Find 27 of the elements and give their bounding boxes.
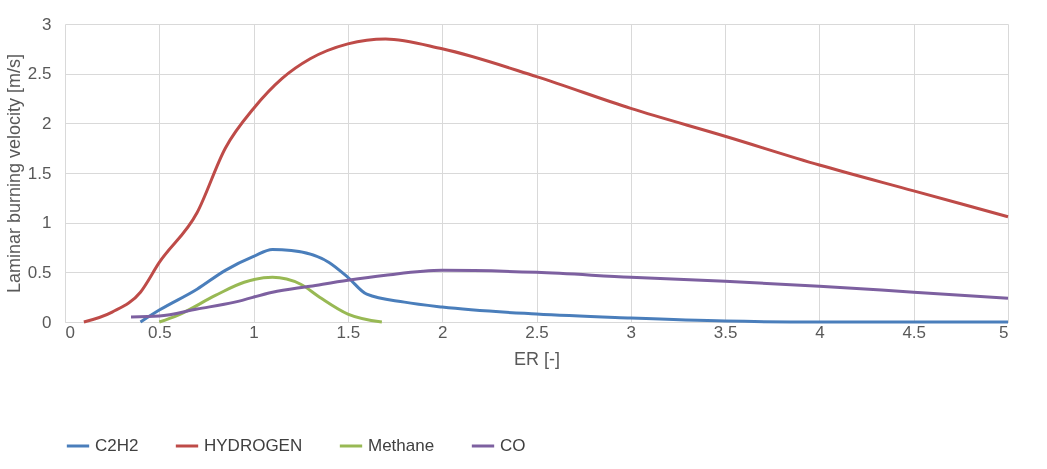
y-tick-label: 1 xyxy=(42,213,52,233)
legend-label: HYDROGEN xyxy=(204,436,303,455)
line-series xyxy=(157,275,384,324)
x-tick-label: 0 xyxy=(65,322,75,342)
x-tick-label: 5 xyxy=(999,322,1009,342)
x-tick-label: 4.5 xyxy=(902,322,927,342)
x-tick-label: 1 xyxy=(249,322,259,342)
x-tick-label: 0.5 xyxy=(147,322,172,342)
x-tick-label: 2 xyxy=(437,322,448,342)
x-tick-label: 1.5 xyxy=(336,322,361,342)
y-tick-label: 2 xyxy=(42,113,52,133)
y-tick-label: 3 xyxy=(42,14,52,34)
y-tick-label: 0.5 xyxy=(27,262,52,282)
x-axis-title: ER [-] xyxy=(513,348,561,369)
y-tick-label: 2.5 xyxy=(27,64,52,84)
x-tick-label: 3 xyxy=(626,322,637,342)
x-tick-label: 3.5 xyxy=(713,322,738,342)
y-tick-label: 1.5 xyxy=(27,163,52,183)
line-series xyxy=(138,247,1010,324)
legend-label: Methane xyxy=(368,436,435,455)
line-series xyxy=(82,37,1010,324)
legend-label: CO xyxy=(500,436,526,455)
x-tick-label: 4 xyxy=(815,322,825,342)
x-tick-label: 2.5 xyxy=(525,322,549,342)
line-series xyxy=(129,268,1010,319)
y-axis-title: Laminar burning velocity [m/s] xyxy=(3,53,24,294)
legend-label: C2H2 xyxy=(95,436,139,455)
